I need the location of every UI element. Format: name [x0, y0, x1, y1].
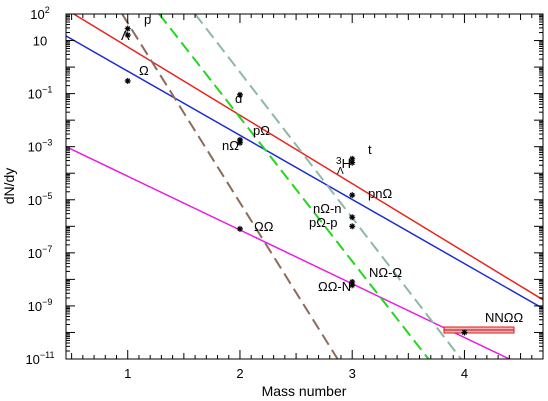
label-pn-omega: pnΩ [368, 186, 392, 201]
data-point-15 [461, 329, 468, 336]
data-point-9 [349, 159, 356, 166]
data-point-stroke [349, 192, 355, 198]
data-point-stroke [349, 282, 355, 288]
y-tick-label: 102 [30, 5, 49, 22]
y-tick-label: 10−7 [28, 244, 53, 261]
data-point-stroke [237, 226, 243, 232]
series-line-3 [66, 146, 510, 359]
y-tick-base: 10 [28, 193, 42, 208]
y-tick-exponent: −1 [42, 85, 52, 95]
x-tick-label: 4 [461, 366, 468, 381]
label-lambda: Λ [121, 28, 130, 43]
y-axis-label: dN/dy [1, 168, 17, 205]
y-tick-exponent: −3 [42, 138, 52, 148]
data-point-3 [124, 77, 131, 84]
data-point-stroke [125, 26, 131, 32]
y-tick-label: 10−5 [28, 191, 53, 208]
point-labels: p Λ Ω d pΩ nΩ ΩΩ t 3H Λ pnΩ nΩ-n pΩ-p NΩ… [121, 12, 523, 325]
data-point-12 [349, 223, 356, 230]
data-point-14 [349, 282, 356, 289]
data-point-stroke [349, 156, 355, 162]
series-line-2 [66, 35, 543, 310]
label-nn-omega-omega: NNΩΩ [485, 310, 523, 325]
label-p: p [144, 12, 151, 27]
data-point-stroke [349, 214, 355, 220]
x-tick-label: 3 [349, 366, 356, 381]
label-n-omega: nΩ [222, 138, 239, 153]
series-line-4 [158, 14, 430, 359]
label-d: d [235, 91, 242, 106]
data-point-stroke [125, 78, 131, 84]
data-point-11 [349, 214, 356, 221]
x-axis: 1 2 3 4 [71, 14, 544, 381]
y-tick-exponent: −5 [42, 191, 52, 201]
data-point-stroke [461, 329, 467, 335]
y-tick-exponent: −9 [42, 297, 52, 307]
label-p-omega-p: pΩ-p [309, 215, 338, 230]
x-axis-label: Mass number [262, 383, 347, 399]
y-tick-label: 10−3 [28, 138, 53, 155]
data-points [124, 25, 468, 336]
axes-box [65, 13, 544, 360]
uncertainty-band [443, 326, 515, 334]
data-point-1 [124, 25, 131, 32]
label-n-omega-n: nΩ-n [313, 201, 342, 216]
data-point-7 [236, 225, 243, 232]
label-hypertriton-sub: Λ [337, 166, 344, 177]
y-tick-base: 10 [33, 34, 47, 49]
data-point-stroke [237, 140, 243, 146]
x-tick-label: 2 [236, 366, 243, 381]
y-tick-base: 10 [28, 87, 42, 102]
y-tick-exponent: 2 [45, 5, 50, 15]
label-omega-omega-n: ΩΩ-N [318, 279, 351, 294]
data-point-stroke [349, 160, 355, 166]
y-tick-base: 10 [30, 7, 44, 22]
y-tick-base: 10 [28, 140, 42, 155]
y-tick-label: 10−1 [28, 85, 53, 102]
y-tick-base: 10 [25, 352, 39, 367]
series-line-6 [121, 14, 339, 359]
y-tick-label: 10 [33, 34, 47, 49]
y-tick-label: 10−9 [28, 297, 53, 314]
data-point-2 [124, 32, 131, 39]
label-omega-omega: ΩΩ [254, 219, 274, 234]
data-point-stroke [237, 92, 243, 98]
label-hypertriton-mass: 3 [336, 156, 342, 167]
data-point-stroke [125, 32, 131, 38]
label-hypertriton-symbol: H [342, 156, 351, 171]
y-tick-exponent: −7 [42, 244, 52, 254]
data-point-6 [236, 139, 243, 146]
y-tick-base: 10 [28, 299, 42, 314]
label-t: t [368, 142, 372, 157]
y-tick-exponent: −11 [40, 350, 55, 360]
series-line-1 [72, 14, 543, 301]
y-tick-base: 10 [28, 246, 42, 261]
x-tick-label: 1 [124, 366, 131, 381]
label-hypertriton: 3H [336, 156, 351, 171]
data-point-4 [236, 91, 243, 98]
label-p-omega: pΩ [253, 123, 270, 138]
data-point-stroke [349, 223, 355, 229]
fit-lines [66, 14, 543, 359]
label-n-omega-omega: NΩ-Ω [369, 265, 402, 280]
label-omega: Ω [139, 63, 149, 78]
y-tick-label: 10−11 [25, 350, 54, 367]
series-line-5 [194, 14, 462, 359]
plot-frame [65, 13, 544, 360]
data-point-10 [349, 192, 356, 199]
